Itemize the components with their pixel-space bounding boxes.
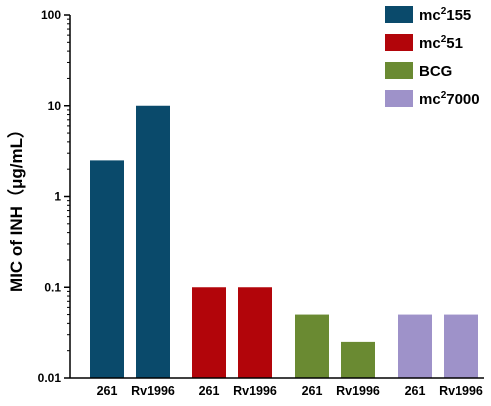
legend-label: mc27000 xyxy=(419,90,480,108)
legend: mc2155 mc251 BCG mc27000 xyxy=(385,6,480,108)
bar xyxy=(90,160,124,378)
legend-swatch xyxy=(385,34,413,51)
y-tick-label: 0.1 xyxy=(44,280,61,294)
x-tick-label: Rv1996 xyxy=(233,384,277,398)
x-tick-label: 261 xyxy=(199,384,220,398)
legend-swatch xyxy=(385,90,413,107)
y-tick-label: 100 xyxy=(41,8,61,22)
x-tick-label: 261 xyxy=(97,384,118,398)
legend-label: BCG xyxy=(419,63,452,80)
y-tick-label: 1 xyxy=(54,190,61,204)
legend-label: mc251 xyxy=(419,34,463,52)
bar xyxy=(398,314,432,378)
bars-layer xyxy=(90,105,478,378)
bar xyxy=(192,287,226,378)
y-ticks: 0.01 0.1 1 10 100 xyxy=(38,8,70,385)
bar xyxy=(444,314,478,378)
legend-swatch xyxy=(385,62,413,79)
bar xyxy=(341,341,375,378)
x-tick-label: Rv1996 xyxy=(439,384,483,398)
legend-label: mc2155 xyxy=(419,6,471,24)
x-tick-label: 261 xyxy=(405,384,426,398)
x-tick-labels: 261 Rv1996 261 Rv1996 261 Rv1996 261 Rv1996 xyxy=(97,384,483,398)
y-axis-title: MIC of INH（μg/mL） xyxy=(6,121,26,292)
y-tick-label: 10 xyxy=(48,99,62,113)
legend-swatch xyxy=(385,6,413,23)
x-tick-label: Rv1996 xyxy=(336,384,380,398)
x-tick-label: Rv1996 xyxy=(131,384,175,398)
bar xyxy=(238,287,272,378)
x-tick-label: 261 xyxy=(302,384,323,398)
bar xyxy=(136,105,170,378)
y-tick-label: 0.01 xyxy=(38,371,62,385)
bar xyxy=(295,314,329,378)
